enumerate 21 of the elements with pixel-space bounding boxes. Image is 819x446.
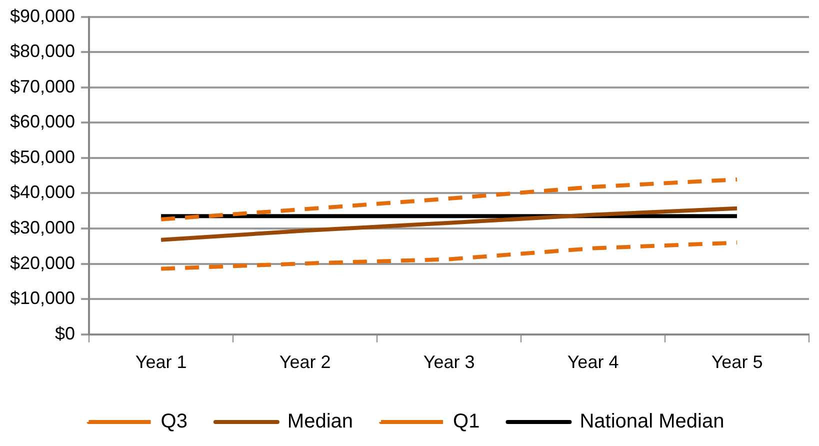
x-tick-label: Year 5 [711,352,763,372]
y-tick-label: $50,000 [10,146,76,167]
y-tick-label: $60,000 [10,112,76,132]
legend-label: National Median [580,410,724,433]
y-tick-label: $80,000 [10,41,76,62]
y-tick-label: $90,000 [10,6,76,26]
x-tick-label: Year 2 [279,352,331,372]
legend-label: Q1 [453,410,480,433]
y-tick-label: $10,000 [10,288,76,308]
y-tick-label: $30,000 [10,218,76,238]
legend-label: Median [287,410,354,433]
legend-label: Q3 [160,410,188,433]
line-series [159,177,740,222]
x-tick-label: Year 4 [567,352,619,372]
y-tick-label: $20,000 [10,252,76,273]
y-tick-label: $0 [55,323,76,344]
line-series [159,240,740,271]
y-tick-label: $40,000 [10,182,76,202]
y-tick-label: $70,000 [10,76,76,96]
x-tick-label: Year 1 [135,352,187,372]
x-tick-label: Year 3 [423,352,475,372]
